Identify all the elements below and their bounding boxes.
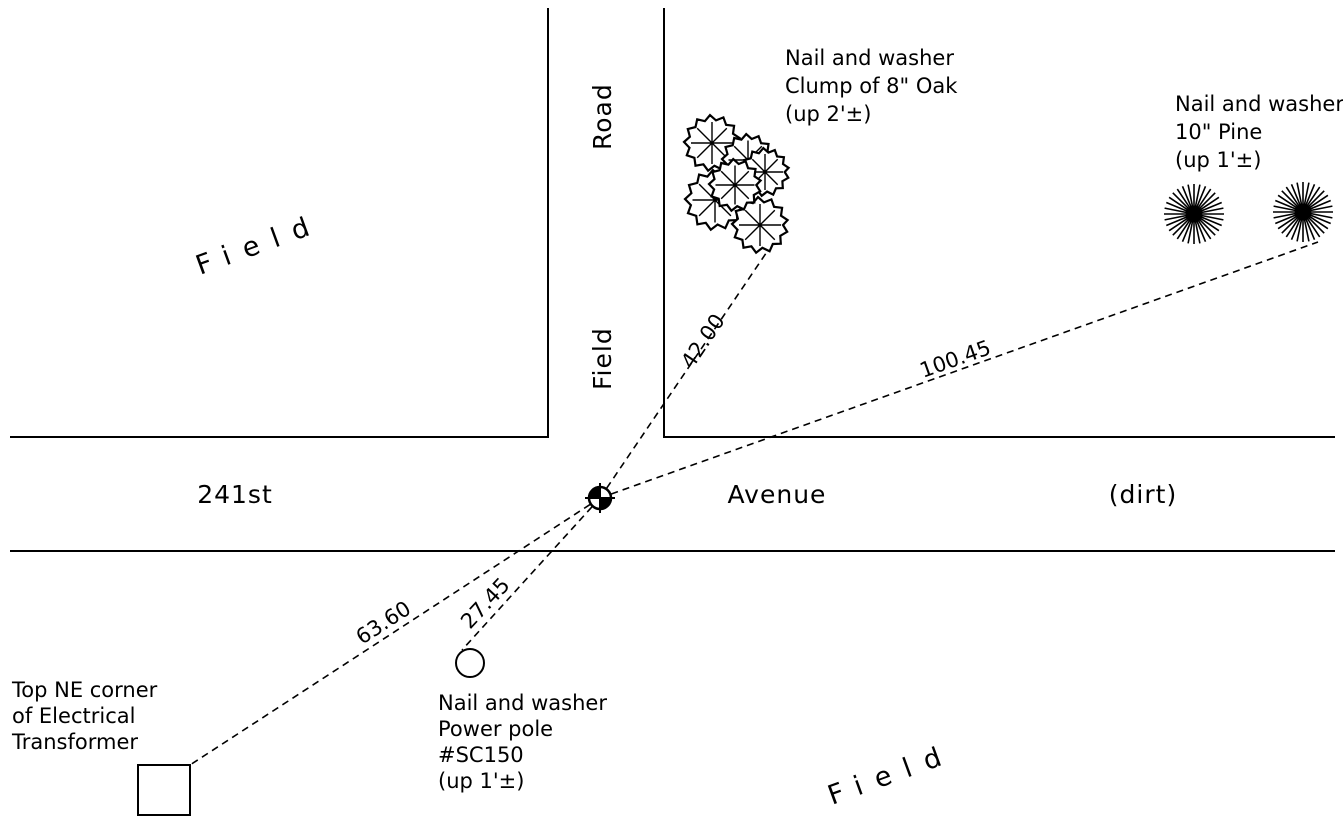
pine-symbol [1164, 184, 1224, 244]
field-label: Field [192, 207, 327, 281]
pine-symbol [1273, 182, 1333, 242]
transformer [137, 764, 191, 816]
street-label: 241st [197, 480, 273, 509]
reference-note-line: Clump of 8" Oak [785, 74, 958, 98]
tree-branches [691, 122, 733, 164]
distance-label: 63.60 [352, 596, 415, 649]
reference-note-line: (up 1'±) [438, 769, 524, 793]
power-pole [455, 648, 485, 678]
street-label: Avenue [728, 480, 827, 509]
street-label: (dirt) [1109, 480, 1177, 509]
reference-note-line: Nail and washer [438, 691, 607, 715]
distance-label: 42.00 [676, 310, 730, 373]
reference-note-line: (up 1'±) [1175, 148, 1261, 172]
reference-note-line: of Electrical [12, 704, 135, 728]
control-point [585, 483, 615, 513]
reference-notes: Nail and washer Clump of 8" Oak (up 2'±) Na… [11, 46, 1343, 793]
tie-line [189, 497, 601, 766]
reference-note-line: Nail and washer [785, 46, 954, 70]
reference-note-line: Nail and washer [1175, 92, 1343, 116]
reference-note-line: Top NE corner [11, 678, 158, 702]
tie-line [461, 497, 601, 651]
road-label: Field [588, 327, 617, 390]
reference-note-line: (up 2'±) [785, 102, 871, 126]
distance-label: 100.45 [917, 335, 994, 382]
tree-branches [715, 165, 755, 205]
reference-note-line: #SC150 [438, 743, 524, 767]
road-edges [10, 8, 1335, 552]
tie-line [599, 239, 776, 499]
control-point-cross [585, 483, 615, 513]
tree-branches [739, 204, 781, 246]
road-label: Road [588, 83, 617, 150]
reference-note-line: Transformer [11, 730, 138, 754]
tie-lines [189, 239, 1319, 766]
reference-note-line: 10" Pine [1175, 120, 1262, 144]
road-edge [10, 8, 1335, 552]
control-point-fill [589, 487, 611, 509]
pines [1164, 182, 1333, 244]
reference-note-line: Power pole [438, 717, 553, 741]
oak-clump [682, 113, 791, 255]
field-label: Field [824, 737, 959, 811]
